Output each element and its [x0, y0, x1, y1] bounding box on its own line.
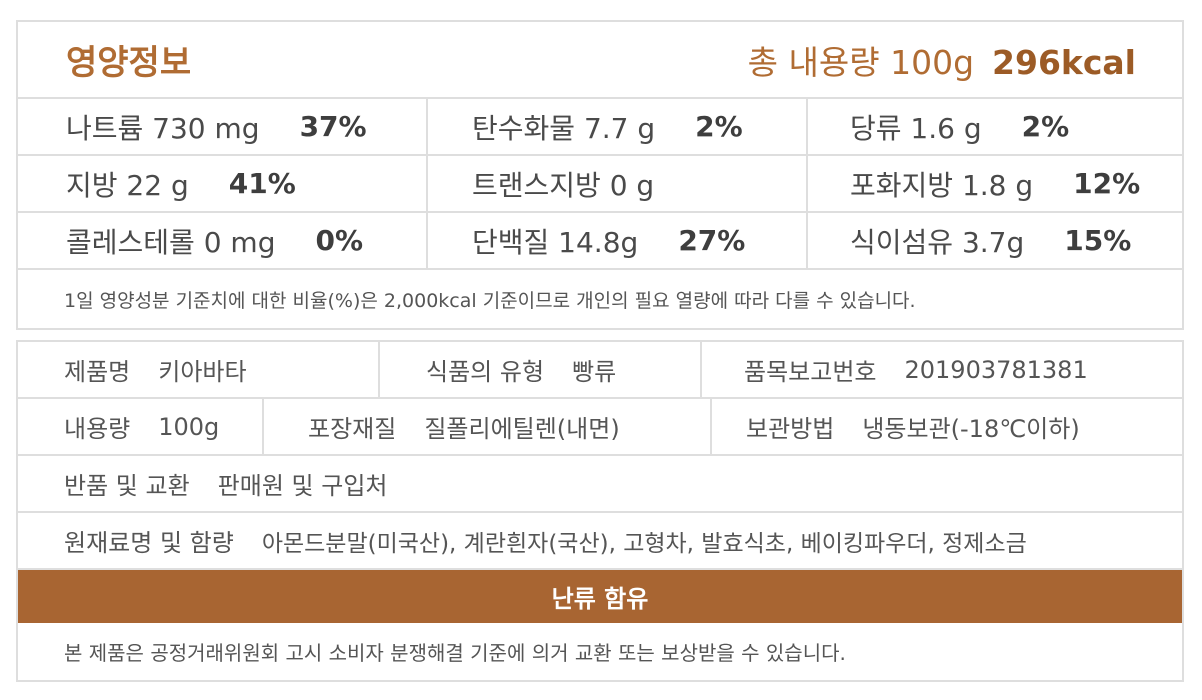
- info-row: 반품 및 교환 판매원 및 구입처: [18, 456, 1182, 513]
- total-kcal: 296kcal: [992, 42, 1136, 82]
- product-name-cell: 제품명 키아바타: [18, 342, 378, 397]
- nutrient-saturated-fat: 포화지방 1.8 g 12%: [806, 156, 1182, 211]
- storage-label: 보관방법: [746, 415, 835, 443]
- nutrient-trans-fat: 트랜스지방 0 g: [426, 156, 806, 211]
- nutrition-footnote: 1일 영양성분 기준치에 대한 비율(%)은 2,000kcal 기준이므로 개…: [64, 289, 916, 312]
- report-number-label: 품목보고번호: [744, 358, 877, 386]
- exchange-value: 판매원 및 구입처: [217, 472, 388, 500]
- report-number-value: 201903781381: [904, 355, 1088, 384]
- nutrient-percent: 41%: [228, 167, 296, 200]
- report-number-cell: 품목보고번호 201903781381: [700, 342, 1182, 397]
- storage-cell: 보관방법 냉동보관(-18℃이하): [710, 399, 1182, 454]
- nutrition-title: 영양정보: [66, 43, 192, 83]
- nutrient-percent: 27%: [678, 224, 746, 257]
- packaging-cell: 포장재질 질폴리에틸렌(내면): [262, 399, 710, 454]
- product-info-panel: 제품명 키아바타 식품의 유형 빵류 품목보고번호 201903781381 내…: [16, 340, 1184, 682]
- nutrient-label: 콜레스테롤 0 mg: [66, 225, 276, 259]
- nutrient-label: 트랜스지방 0 g: [472, 168, 655, 202]
- nutrient-protein: 단백질 14.8g 27%: [426, 213, 806, 268]
- nutrition-total: 총 내용량 100g 296kcal: [748, 36, 1136, 84]
- food-type-cell: 식품의 유형 빵류: [378, 342, 700, 397]
- nutrition-row: 나트륨 730 mg 37% 탄수화물 7.7 g 2% 당류 1.6 g 2%: [18, 99, 1182, 156]
- nutrient-label: 나트륨 730 mg: [66, 111, 260, 145]
- food-type-label: 식품의 유형: [426, 358, 545, 386]
- ingredients-label: 원재료명 및 함량: [64, 529, 234, 557]
- nutrient-label: 당류 1.6 g: [850, 111, 982, 145]
- nutrition-row: 콜레스테롤 0 mg 0% 단백질 14.8g 27% 식이섬유 3.7g 15…: [18, 213, 1182, 270]
- nutrient-sugar: 당류 1.6 g 2%: [806, 99, 1182, 154]
- exchange-label: 반품 및 교환: [64, 472, 190, 500]
- nutrient-percent: 15%: [1064, 224, 1132, 257]
- nutrient-label: 지방 22 g: [66, 168, 189, 202]
- content-value: 100g: [158, 412, 220, 441]
- total-content: 총 내용량 100g: [747, 42, 975, 82]
- ingredients-cell: 원재료명 및 함량 아몬드분말(미국산), 계란흰자(국산), 고형차, 발효식…: [18, 513, 1027, 568]
- nutrition-row: 지방 22 g 41% 트랜스지방 0 g 포화지방 1.8 g 12%: [18, 156, 1182, 213]
- nutrient-label: 포화지방 1.8 g: [850, 168, 1034, 202]
- nutrient-percent: 12%: [1073, 167, 1141, 200]
- nutrient-percent: 0%: [315, 224, 364, 257]
- packaging-label: 포장재질: [308, 415, 397, 443]
- food-type-value: 빵류: [572, 358, 617, 386]
- nutrient-cholesterol: 콜레스테롤 0 mg 0%: [18, 213, 426, 268]
- notice-text: 본 제품은 공정거래위원회 고시 소비자 분쟁해결 기준에 의거 교환 또는 보…: [64, 641, 846, 665]
- nutrition-header: 영양정보 총 내용량 100g 296kcal: [18, 22, 1182, 99]
- nutrient-carbohydrate: 탄수화물 7.7 g 2%: [426, 99, 806, 154]
- ingredients-value: 아몬드분말(미국산), 계란흰자(국산), 고형차, 발효식초, 베이킹파우더,…: [261, 530, 1027, 557]
- nutrient-label: 식이섬유 3.7g: [850, 225, 1025, 259]
- notice-row: 본 제품은 공정거래위원회 고시 소비자 분쟁해결 기준에 의거 교환 또는 보…: [18, 623, 1182, 680]
- content-label: 내용량: [64, 415, 131, 443]
- content-cell: 내용량 100g: [18, 399, 262, 454]
- nutrient-sodium: 나트륨 730 mg 37%: [18, 99, 426, 154]
- exchange-cell: 반품 및 교환 판매원 및 구입처: [18, 456, 388, 511]
- nutrient-percent: 2%: [695, 110, 743, 143]
- storage-value: 냉동보관(-18℃이하): [862, 415, 1080, 443]
- info-row: 내용량 100g 포장재질 질폴리에틸렌(내면) 보관방법 냉동보관(-18℃이…: [18, 399, 1182, 456]
- allergen-banner: 난류 함유: [18, 570, 1182, 623]
- nutrient-fat: 지방 22 g 41%: [18, 156, 426, 211]
- info-row: 제품명 키아바타 식품의 유형 빵류 품목보고번호 201903781381: [18, 342, 1182, 399]
- info-row: 원재료명 및 함량 아몬드분말(미국산), 계란흰자(국산), 고형차, 발효식…: [18, 513, 1182, 570]
- product-name-value: 키아바타: [158, 358, 247, 386]
- nutrient-fiber: 식이섬유 3.7g 15%: [806, 213, 1182, 268]
- nutrient-percent: 2%: [1021, 110, 1070, 143]
- nutrition-footnote-row: 1일 영양성분 기준치에 대한 비율(%)은 2,000kcal 기준이므로 개…: [18, 270, 1182, 328]
- nutrient-percent: 37%: [299, 110, 367, 143]
- nutrient-label: 단백질 14.8g: [472, 225, 639, 259]
- nutrition-panel: 영양정보 총 내용량 100g 296kcal 나트륨 730 mg 37% 탄수…: [16, 20, 1184, 330]
- nutrient-label: 탄수화물 7.7 g: [472, 111, 656, 145]
- product-name-label: 제품명: [64, 358, 131, 386]
- packaging-value: 질폴리에틸렌(내면): [424, 415, 620, 443]
